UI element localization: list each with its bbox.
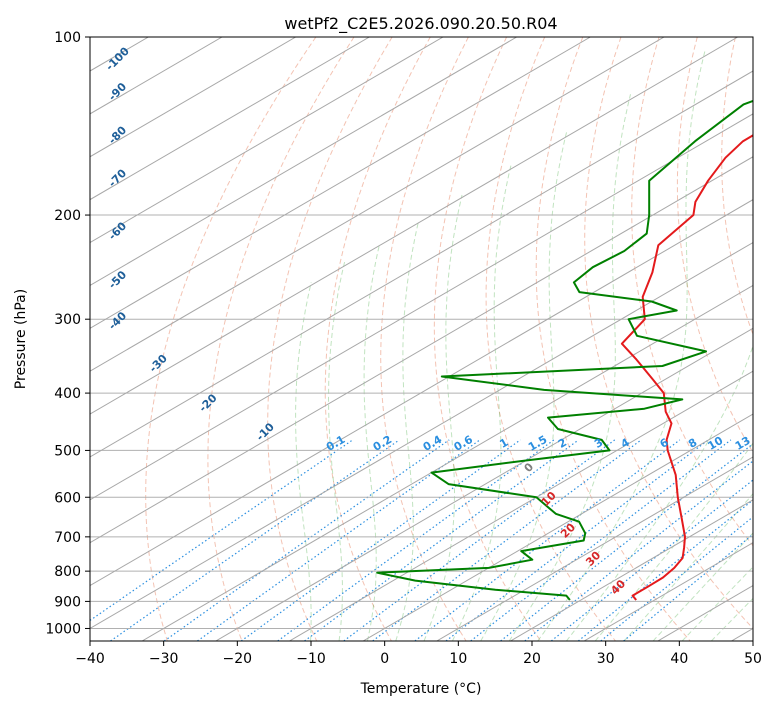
moist-adiabat-line (652, 532, 753, 641)
moist-adiabat-line (681, 566, 753, 641)
isotherm-line (90, 241, 753, 630)
y-axis-label: Pressure (hPa) (13, 289, 29, 389)
mixing-ratio-line (600, 516, 753, 641)
dry-adiabat-line (380, 37, 469, 641)
dry-adiabat-line (433, 37, 542, 641)
isotherm-line (141, 284, 753, 641)
mixing-ratio-line (304, 439, 579, 641)
isotherm-line (289, 370, 753, 641)
y-tick-label: 600 (54, 490, 81, 506)
dry-adiabat-line (676, 37, 753, 454)
moist-adiabat-line (710, 597, 753, 641)
moist-adiabat-line (295, 282, 312, 641)
isotherm-line (215, 327, 753, 641)
isotherm-line (510, 499, 753, 641)
moist-adiabat-line (537, 49, 706, 641)
mixing-ratio-line (343, 439, 616, 641)
dry-adiabat-line (584, 37, 753, 630)
isotherm-line (90, 37, 517, 286)
dewpoint-trace (376, 99, 753, 601)
y-axis-ticks: 100 200 300 400 500 600 700 800 900 1000 (45, 30, 90, 637)
x-tick-label: 0 (380, 651, 389, 667)
isotherm-line (90, 37, 738, 415)
y-tick-label: 300 (54, 312, 81, 328)
mixing-ratio-line (163, 439, 450, 641)
isotherm-line (436, 456, 753, 641)
dry-adiabat-line (267, 37, 393, 641)
y-tick-label: 700 (54, 530, 81, 546)
isotherm-line (362, 413, 753, 641)
y-tick-label: 900 (54, 594, 81, 610)
x-axis-ticks: −40 −30 −20 −10 0 10 20 30 40 50 (75, 641, 762, 667)
x-tick-label: −10 (296, 651, 326, 667)
dry-adiabat-line (207, 37, 355, 641)
isotherm-line (90, 37, 591, 329)
x-tick-label: −30 (149, 651, 179, 667)
mixing-ratio-line (445, 439, 709, 641)
isotherm-line (90, 37, 444, 244)
moist-adiabat-line (328, 261, 346, 641)
mixing-ratio-line (277, 439, 555, 641)
plot-frame (89, 36, 754, 642)
x-tick-label: 30 (597, 651, 615, 667)
y-tick-label: 100 (54, 30, 81, 46)
y-tick-label: 400 (54, 386, 81, 402)
moist-adiabat-line (508, 94, 631, 641)
isotherm-line (90, 156, 753, 544)
temperature-trace (620, 134, 753, 601)
mixing-ratio-line (414, 439, 681, 641)
y-tick-label: 200 (54, 208, 81, 224)
y-tick-label: 800 (54, 564, 81, 580)
dry-adiabat-line (324, 37, 431, 641)
mixing-ratio-line (90, 439, 354, 622)
isotherm-line (90, 37, 665, 372)
x-tick-label: 20 (523, 651, 541, 667)
background-grid (90, 37, 753, 641)
x-tick-label: −40 (75, 651, 105, 667)
isotherm-line (90, 70, 753, 458)
dry-adiabat-line (485, 37, 616, 641)
mixing-ratio-line (240, 439, 521, 641)
moist-adiabat-line (423, 194, 463, 641)
isotherm-line (90, 113, 753, 501)
mixing-ratio-line (577, 499, 753, 641)
dry-adiabat-line (535, 37, 691, 641)
sounding-traces (376, 99, 753, 601)
x-tick-label: 10 (449, 651, 467, 667)
isotherm-line (90, 37, 296, 158)
mixing-ratio-line (524, 460, 753, 641)
isotherms (90, 37, 753, 641)
moist-adiabats (295, 49, 753, 641)
y-tick-label: 500 (54, 443, 81, 459)
x-tick-label: 50 (744, 651, 762, 667)
x-tick-label: −20 (223, 651, 253, 667)
y-tick-label: 1000 (45, 621, 81, 637)
x-tick-label: 40 (670, 651, 688, 667)
moist-adiabat-line (480, 132, 567, 641)
chart-title: wetPf2_C2E5.2026.090.20.50.R04 (284, 14, 557, 34)
isotherm-line (90, 37, 370, 201)
moist-adiabat-line (623, 492, 753, 641)
x-axis-label: Temperature (°C) (360, 681, 482, 697)
dry-adiabat-line (145, 37, 317, 641)
moist-adiabat-line (363, 245, 380, 641)
moist-adiabat-line (566, 344, 753, 641)
isotherm-line (90, 199, 753, 587)
mixing-ratio-line (470, 439, 732, 641)
moist-adiabat-line (451, 165, 512, 641)
